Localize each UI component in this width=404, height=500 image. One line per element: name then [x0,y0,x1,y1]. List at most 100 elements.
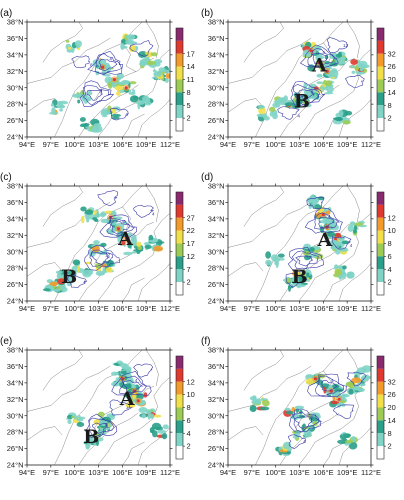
precipitation-cell [362,365,372,372]
lat-tick-label: 30°N [208,247,225,256]
panel-label: (c) [0,172,12,183]
precipitation-cell [100,213,107,218]
panel-label: (f) [201,336,210,347]
colorbar-label: 11 [187,75,195,84]
lon-tick-label: 109°E [337,140,358,149]
lat-tick-label: 34°N [7,50,24,59]
precipitation-cell [154,415,161,418]
precipitation-cell [68,47,72,50]
precipitation-cell [352,71,356,74]
precipitation-cell [269,107,275,112]
colorbar-segment [377,28,384,41]
colorbar-segment [176,205,183,218]
lon-tick-label: 112°E [160,304,180,313]
lon-tick-label: 97°E [43,304,59,313]
colorbar-segment [377,218,384,231]
lat-tick-label: 36°N [208,198,225,207]
precipitation-cell [98,412,105,418]
colorbar-label: 2 [388,278,392,287]
colorbar-label: 4 [187,429,191,438]
precipitation-cell [51,103,54,106]
lat-tick-label: 36°N [208,362,225,371]
colorbar-segment [176,408,183,421]
precipitation-cell [360,68,364,72]
colorbar-segment [377,369,384,382]
precipitation-cell [265,251,271,258]
colorbar-label: 6 [187,416,191,425]
panel-d: 48124AB94°E 97°E 100°E 103°E 106°E 109°E 112°E… [201,172,396,313]
precipitation-cell [72,94,81,98]
colorbar-segment [176,80,183,93]
lon-tick-label: 106°E [313,140,334,149]
precipitation-cell [285,408,291,411]
precipitation-cell [106,267,113,273]
colorbar-segment [176,446,183,459]
lat-tick-label: 34°N [208,50,225,59]
panel-label: (a) [0,8,12,19]
region-label-a: A [119,388,135,410]
precipitation-cell [111,372,118,376]
colorbar-segment [377,92,384,105]
colorbar-segment [377,269,384,282]
precipitation-cell [336,54,342,58]
precipitation-cell [85,210,94,215]
lat-tick-label: 30°N [208,411,225,420]
precipitation-cell [81,216,84,223]
precipitation-cell [80,124,86,127]
lat-tick-label: 24°N [208,297,225,306]
precipitation-cell [256,398,261,403]
precipitation-cell [349,389,354,395]
precipitation-cell [316,81,323,84]
colorbar-segment [377,256,384,269]
region-label-a: A [311,54,327,76]
lat-tick-label: 34°N [208,378,225,387]
lat-tick-label: 32°N [208,231,225,240]
lon-tick-label: 97°E [244,304,260,313]
lon-tick-label: 112°E [160,140,180,149]
precipitation-cell [129,81,136,84]
precipitation-cell [354,222,364,226]
colorbar-label: 8 [388,101,392,110]
colorbar-label: 26 [388,62,396,71]
colorbar-segment [176,118,183,131]
precipitation-peak [338,398,341,401]
precipitation-cell [355,67,360,70]
precipitation-cell [258,105,265,109]
lon-tick-label: 109°E [337,304,358,313]
colorbar-segment [377,433,384,446]
lat-tick-label: 26°N [7,444,24,453]
colorbar-segment [176,433,183,446]
colorbar-segment [377,282,384,295]
colorbar-segment [176,105,183,118]
precipitation-cell [347,272,354,279]
region-label-b: B [61,266,77,288]
lon-tick-label: 100°E [265,468,286,477]
lon-tick-label: 106°E [313,304,334,313]
precipitation-cell [107,106,112,112]
lon-tick-label: 103°E [88,140,109,149]
panel-c: 81244AB94°E 97°E 100°E 103°E 106°E 109°E 112°E… [0,172,195,313]
precipitation-cell [345,443,348,446]
lat-tick-label: 36°N [7,198,24,207]
precipitation-cell [80,117,86,122]
colorbar-label: 20 [388,403,396,412]
precipitation-cell [264,116,270,121]
colorbar-segment [176,356,183,369]
precipitation-cell [133,96,139,100]
precipitation-cell [77,100,80,104]
colorbar: 2814202632 [377,356,396,459]
colorbar-segment [176,54,183,67]
colorbar-label: 7 [187,265,191,274]
precipitation-cell [342,265,347,269]
precipitation-cell [350,59,358,65]
lat-tick-label: 24°N [7,297,24,306]
precipitation-cell [272,113,278,119]
precipitation-cell [286,411,293,415]
precipitation-cell [330,70,339,77]
lon-tick-label: 112°E [160,468,180,477]
precipitation-cell [157,430,166,434]
panel-f: 48494°E 97°E 100°E 103°E 106°E 109°E 112°E24°N… [201,336,396,477]
precipitation-cell [275,102,279,106]
panel-b: 48124AB94°E 97°E 100°E 103°E 106°E 109°E 112°E… [201,8,396,149]
colorbar-label: 2 [187,442,191,451]
